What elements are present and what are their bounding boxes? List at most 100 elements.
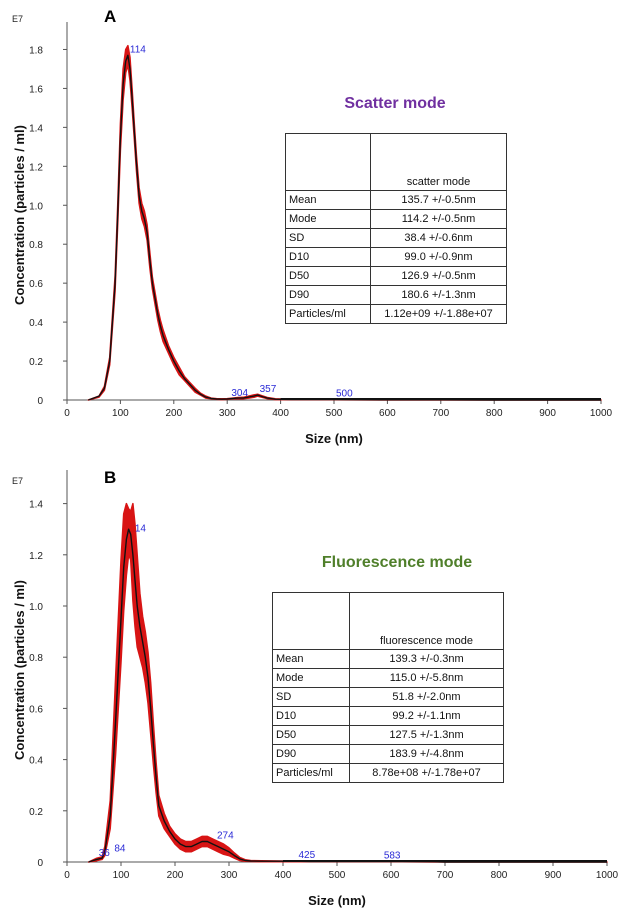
peak-label: 583 (384, 850, 401, 861)
y-tick-label: 1.0 (29, 201, 43, 212)
stats-row-d10: D10 99.2 +/-1.1nm (272, 706, 504, 726)
y-tick-label: 0.8 (29, 240, 43, 251)
stats-label: Mean (272, 649, 350, 669)
x-tick-label: 900 (539, 408, 556, 419)
stats-table-header: scatter mode (370, 133, 507, 191)
y-tick-label: 1.8 (29, 45, 43, 56)
x-tick-label: 0 (64, 408, 70, 419)
x-tick-label: 0 (64, 870, 70, 881)
x-tick-label: 800 (486, 408, 503, 419)
stats-label: D50 (285, 266, 371, 286)
x-tick-label: 300 (219, 408, 236, 419)
stats-value: 51.8 +/-2.0nm (349, 687, 504, 707)
y-tick-label: 0 (37, 396, 43, 407)
x-tick-label: 1000 (590, 408, 613, 419)
panel-letter: B (104, 468, 116, 487)
peak-label: 36 (99, 848, 111, 859)
y-tick-label: 0 (37, 858, 43, 869)
y-axis-label: Concentration (particles / ml) (12, 125, 27, 305)
x-tick-label: 500 (329, 870, 346, 881)
stats-value: 99.0 +/-0.9nm (370, 247, 507, 267)
y-tick-label: 1.2 (29, 551, 43, 562)
stats-label: Particles/ml (285, 304, 371, 324)
stats-row-mean: Mean 139.3 +/-0.3nm (272, 649, 504, 669)
y-tick-label: 0.8 (29, 653, 43, 664)
x-tick-label: 1000 (596, 870, 619, 881)
stats-label: D50 (272, 725, 350, 745)
stats-label: SD (285, 228, 371, 248)
x-tick-label: 800 (491, 870, 508, 881)
stats-row-particles: Particles/ml 1.12e+09 +/-1.88e+07 (285, 304, 507, 324)
stats-table-header-row: fluorescence mode (272, 592, 504, 650)
x-axis-label: Size (nm) (305, 431, 363, 446)
y-tick-label: 0.2 (29, 807, 43, 818)
stats-row-sd: SD 38.4 +/-0.6nm (285, 228, 507, 248)
stats-value: 127.5 +/-1.3nm (349, 725, 504, 745)
stats-label: Mean (285, 190, 371, 210)
y-exponent-label: E7 (12, 14, 23, 24)
stats-row-particles: Particles/ml 8.78e+08 +/-1.78e+07 (272, 763, 504, 783)
stats-value: 139.3 +/-0.3nm (349, 649, 504, 669)
y-tick-label: 0.6 (29, 704, 43, 715)
stats-value: 126.9 +/-0.5nm (370, 266, 507, 286)
stats-label: Mode (272, 668, 350, 688)
y-axis-label: Concentration (particles / ml) (12, 580, 27, 760)
stats-label: D90 (272, 744, 350, 764)
stats-label: Particles/ml (272, 763, 350, 783)
y-tick-label: 1.4 (29, 123, 43, 134)
x-tick-label: 700 (432, 408, 449, 419)
chart-title: Fluorescence mode (322, 554, 472, 571)
y-tick-label: 1.6 (29, 84, 43, 95)
stats-table-header: fluorescence mode (349, 592, 504, 650)
stats-value: 8.78e+08 +/-1.78e+07 (349, 763, 504, 783)
x-tick-label: 200 (165, 408, 182, 419)
peak-label: 14 (135, 523, 147, 534)
stats-table-fluorescence: fluorescence mode Mean 139.3 +/-0.3nm Mod… (272, 592, 504, 783)
peak-label: 425 (299, 850, 316, 861)
stats-label: D10 (285, 247, 371, 267)
x-tick-label: 700 (437, 870, 454, 881)
y-tick-label: 1.2 (29, 162, 43, 173)
peak-label: 304 (231, 388, 248, 399)
x-tick-label: 400 (272, 408, 289, 419)
peak-label: 274 (217, 831, 234, 842)
stats-row-mean: Mean 135.7 +/-0.5nm (285, 190, 507, 210)
x-tick-label: 200 (167, 870, 184, 881)
x-tick-label: 500 (326, 408, 343, 419)
peak-label: 84 (114, 843, 126, 854)
stats-value: 1.12e+09 +/-1.88e+07 (370, 304, 507, 324)
stats-table-scatter: scatter mode Mean 135.7 +/-0.5nm Mode 114.… (285, 133, 507, 324)
y-tick-label: 0.2 (29, 357, 43, 368)
stats-row-d10: D10 99.0 +/-0.9nm (285, 247, 507, 267)
x-tick-label: 300 (221, 870, 238, 881)
y-tick-label: 0.4 (29, 756, 43, 767)
x-tick-label: 600 (379, 408, 396, 419)
y-tick-label: 0.6 (29, 279, 43, 290)
stats-value: 180.6 +/-1.3nm (370, 285, 507, 305)
peak-label: 500 (336, 389, 353, 400)
x-tick-label: 400 (275, 870, 292, 881)
stats-label: D90 (285, 285, 371, 305)
stats-value: 38.4 +/-0.6nm (370, 228, 507, 248)
stats-row-d50: D50 126.9 +/-0.5nm (285, 266, 507, 286)
y-tick-label: 1.4 (29, 500, 43, 511)
chart-panel-a: A E7 Scatter mode 0 100 200 300 400 500 600 700 800… (12, 7, 613, 446)
peak-label: 114 (130, 44, 146, 55)
concentration-line (88, 54, 601, 401)
x-axis-label: Size (nm) (308, 893, 366, 908)
x-tick-label: 100 (113, 870, 130, 881)
stats-row-mode: Mode 114.2 +/-0.5nm (285, 209, 507, 229)
stats-table-header-row: scatter mode (285, 133, 507, 191)
stats-label: D10 (272, 706, 350, 726)
stats-row-d50: D50 127.5 +/-1.3nm (272, 725, 504, 745)
x-tick-label: 600 (383, 870, 400, 881)
stats-label: Mode (285, 209, 371, 229)
y-tick-label: 0.4 (29, 318, 43, 329)
stats-value: 135.7 +/-0.5nm (370, 190, 507, 210)
stats-table-corner (285, 133, 371, 191)
stats-table-corner (272, 592, 350, 650)
stats-label: SD (272, 687, 350, 707)
stats-value: 99.2 +/-1.1nm (349, 706, 504, 726)
chart-panel-b: B E7 Fluorescence mode 0 100 200 300 400 500 600 7… (12, 468, 619, 908)
